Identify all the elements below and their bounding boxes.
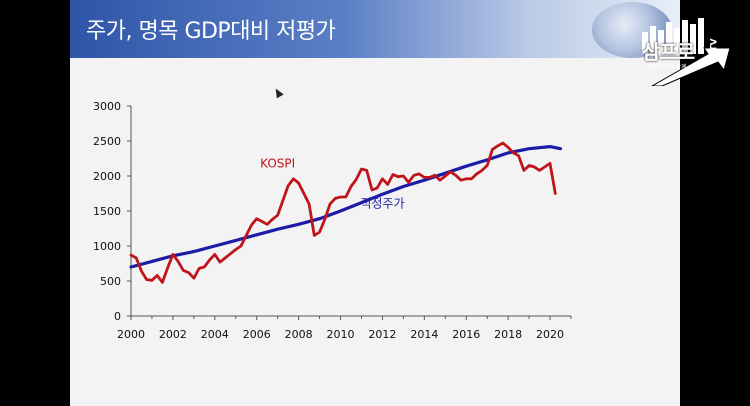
- x-tick-label: 2012: [368, 328, 396, 341]
- logo-text: 삼프로: [642, 40, 695, 64]
- y-tick-label: 3000: [93, 100, 121, 113]
- y-tick-label: 2000: [93, 170, 121, 183]
- x-tick-label: 2006: [243, 328, 271, 341]
- x-tick-label: 2000: [117, 328, 145, 341]
- x-tick-label: 2018: [494, 328, 522, 341]
- sampro-tv-logo: 삼프로 TV 경제의 신과함께: [638, 14, 738, 86]
- fair-price-label: 적정주가: [360, 197, 404, 211]
- fair-price-series-line: [129, 145, 563, 269]
- x-tick-label: 2008: [285, 328, 313, 341]
- logo-tv: TV: [709, 38, 720, 52]
- y-tick-label: 1000: [93, 240, 121, 253]
- logo-subtitle: 경제의 신과함께: [646, 64, 687, 71]
- slide-title-bar: 주가, 명목 GDP대비 저평가: [70, 0, 680, 58]
- x-tick-label: 2014: [410, 328, 438, 341]
- kospi-series-line: [129, 141, 557, 284]
- kospi-label: KOSPI: [260, 157, 295, 171]
- x-tick-label: 2010: [327, 328, 355, 341]
- x-tick-label: 2004: [201, 328, 229, 341]
- y-tick-label: 2500: [93, 135, 121, 148]
- logo-bars-icon: [642, 18, 704, 54]
- x-tick-label: 2016: [452, 328, 480, 341]
- x-tick-label: 2002: [159, 328, 187, 341]
- slide: 주가, 명목 GDP대비 저평가: [70, 0, 680, 406]
- slide-title: 주가, 명목 GDP대비 저평가: [86, 19, 336, 44]
- y-tick-label: 1500: [93, 205, 121, 218]
- y-tick-label: 500: [100, 275, 121, 288]
- x-tick-label: 2020: [536, 328, 564, 341]
- y-tick-label: 0: [114, 310, 121, 323]
- chart-axes: [130, 106, 571, 317]
- logo-arrow-icon: [650, 47, 731, 86]
